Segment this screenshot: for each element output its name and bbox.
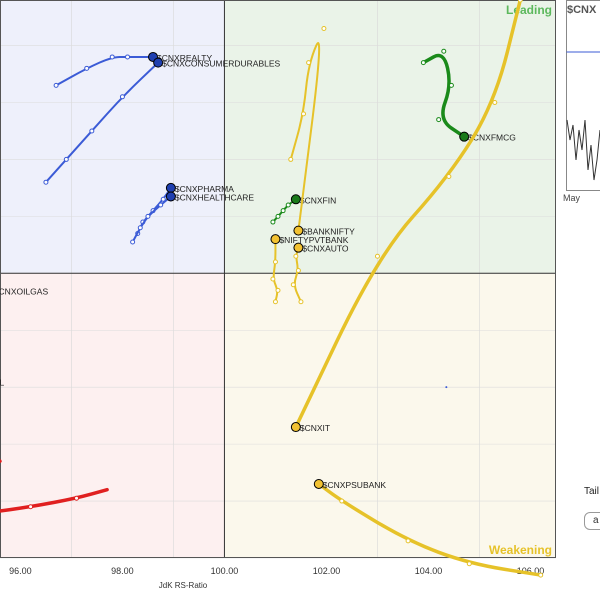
tail-point [28,504,34,510]
tail-point [158,202,164,208]
tail-point [119,94,125,100]
tail-point [275,287,281,293]
series-label: $CNXAUTO [302,244,349,254]
plot-border [0,0,556,558]
x-tick-label: 98.00 [111,566,134,576]
series-label: $CNXOILGAS [0,286,48,296]
tail-label: Tail [584,486,600,497]
mini-chart [566,0,600,191]
tail-line [421,53,466,139]
tail-line [289,42,321,232]
tail-point [538,572,544,578]
tail-point [441,48,447,54]
tail-point [492,99,498,105]
quadrant-improving [0,0,225,274]
tail-point [405,538,411,544]
quadrant-weakening [224,273,556,558]
tail-point [130,239,136,245]
x-tick-label: 100.00 [211,566,239,576]
series-label: $CNXPHARMA [175,184,234,194]
x-axis-label: JdK RS-Ratio [159,581,208,590]
head-marker [459,131,470,142]
tail-point [53,82,59,88]
tail-point [270,276,276,282]
tail-point [420,60,426,66]
tail-point [272,299,278,305]
head-marker [165,191,176,202]
series-label: $NIFTYPVTBANK [279,235,348,245]
tail-point [448,82,454,88]
tail-point [89,128,95,134]
series-label: AL [0,377,4,387]
quadrant-lagging [0,273,225,558]
center-marker [445,386,448,389]
tail-button[interactable]: a [584,512,600,530]
head-marker [153,57,164,68]
tail-line [294,0,523,429]
tail-point [339,498,345,504]
tail-point [280,208,286,214]
quadrant-label-weakening: Weakening [489,543,552,557]
tail-point [290,282,296,288]
tail-point [160,196,166,202]
tail-point [374,253,380,259]
head-marker [293,225,304,236]
tail-point [288,156,294,162]
x-tick-label: 102.00 [313,566,341,576]
tail-point [137,225,143,231]
tail-point [272,259,278,265]
tail-line [44,61,160,184]
series-label: $CNXIT [300,423,330,433]
tail-point [466,561,472,567]
head-marker [313,478,324,489]
tail-point [321,25,327,31]
tail-point [285,202,291,208]
mini-chart-month: May [563,193,581,203]
x-tick-label: 96.00 [9,566,32,576]
tail-point [446,174,452,180]
series-label: $CNXFMCG [468,133,516,143]
tail-point [306,60,312,66]
series-label: $CNXHEALTHCARE [175,192,255,202]
quadrant-label-leading: Leading [506,3,552,17]
tail-point [436,117,442,123]
tail-point [295,267,301,273]
head-marker [290,422,301,433]
mini-chart-line [566,119,600,181]
tail-point [270,219,276,225]
series-label: $CNXCONSUMERDURABLES [162,59,280,69]
tail-point [43,179,49,185]
tail-point [145,213,151,219]
tail-point [275,213,281,219]
head-marker [290,194,301,205]
mini-chart-frame [566,0,600,191]
tail-point [517,0,523,3]
tail-point [301,111,307,117]
tail-point [125,54,131,60]
tail-point [109,54,115,60]
x-tick-label: 104.00 [415,566,443,576]
tail-point [298,299,304,305]
head-marker [270,234,281,245]
tail-point [293,253,299,259]
series-label: $BANKNIFTY [302,227,355,237]
series-label: $CNXFIN [300,195,336,205]
tail-point [74,495,80,501]
series-label: $CNXREALTY [157,53,212,63]
x-tick-label: 106.00 [517,566,545,576]
tail-point [84,65,90,71]
series-label: $CNXPSUBANK [323,480,387,490]
tail-line [317,482,543,577]
mini-chart-title: $CNX [567,4,597,16]
tail-point [63,156,69,162]
head-marker [293,242,304,253]
